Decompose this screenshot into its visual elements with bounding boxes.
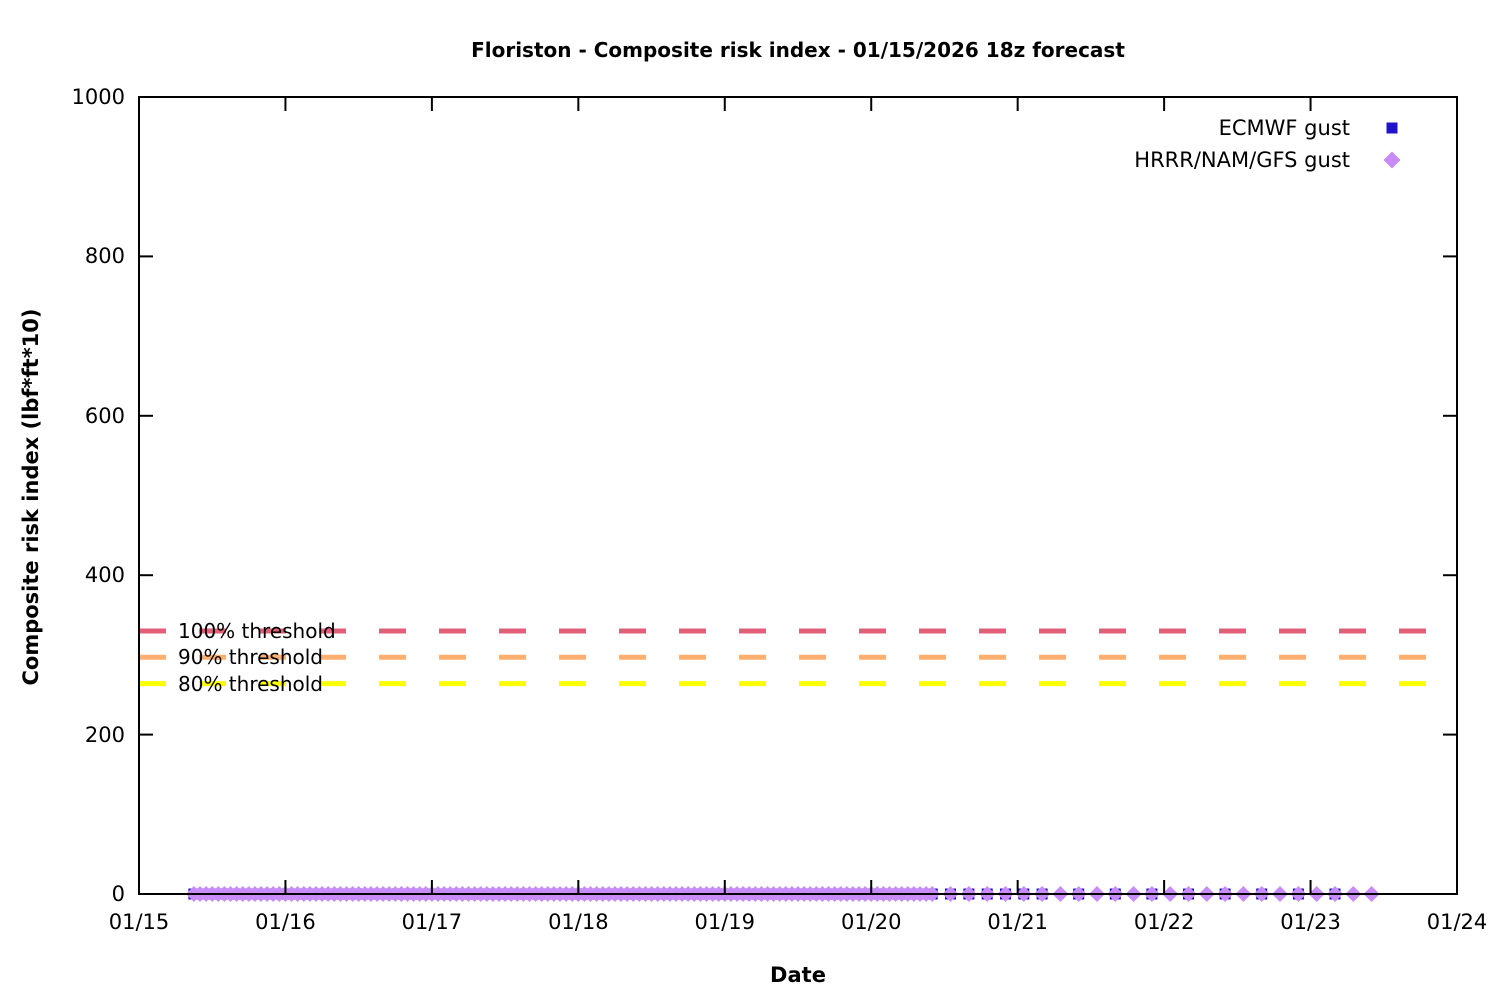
y-tick-label: 400 — [84, 563, 125, 588]
x-axis-label: Date — [770, 963, 826, 987]
x-tick-label: 01/24 — [1426, 910, 1488, 934]
square-marker-icon — [1382, 118, 1402, 138]
y-tick-label: 0 — [111, 882, 125, 906]
legend-label-ecmwf: ECMWF gust — [1218, 116, 1350, 140]
y-tick-label: 1000 — [71, 85, 125, 109]
legend-item-ecmwf: ECMWF gust — [1134, 112, 1402, 144]
x-tick-label: 01/22 — [1133, 910, 1195, 934]
legend-item-hrrr-nam-gfs: HRRR/NAM/GFS gust — [1134, 144, 1402, 176]
diamond-marker-icon — [1382, 150, 1402, 170]
legend-label-hrrr-nam-gfs: HRRR/NAM/GFS gust — [1134, 148, 1350, 172]
x-tick-label: 01/20 — [840, 910, 902, 934]
threshold-label-80: 80% threshold — [178, 671, 323, 696]
x-tick-label: 01/16 — [255, 910, 316, 934]
x-tick-label: 01/15 — [108, 910, 170, 934]
x-tick-label: 01/19 — [694, 910, 756, 934]
y-axis-label: Composite risk index (lbf*ft*10) — [19, 308, 43, 686]
y-tick-label: 600 — [84, 403, 125, 428]
x-tick-label: 01/18 — [548, 910, 609, 934]
y-tick-label: 800 — [84, 244, 125, 269]
x-tick-label: 01/17 — [401, 910, 463, 934]
threshold-label-90: 90% threshold — [178, 645, 323, 670]
legend: ECMWF gust HRRR/NAM/GFS gust — [1134, 112, 1402, 176]
y-tick-label: 200 — [84, 722, 125, 747]
x-tick-label: 01/23 — [1280, 910, 1341, 934]
threshold-label-100: 100% threshold — [178, 618, 336, 643]
chart-title: Floriston - Composite risk index - 01/15… — [471, 38, 1125, 62]
x-tick-label: 01/21 — [987, 910, 1048, 934]
plot-border — [138, 96, 1458, 895]
